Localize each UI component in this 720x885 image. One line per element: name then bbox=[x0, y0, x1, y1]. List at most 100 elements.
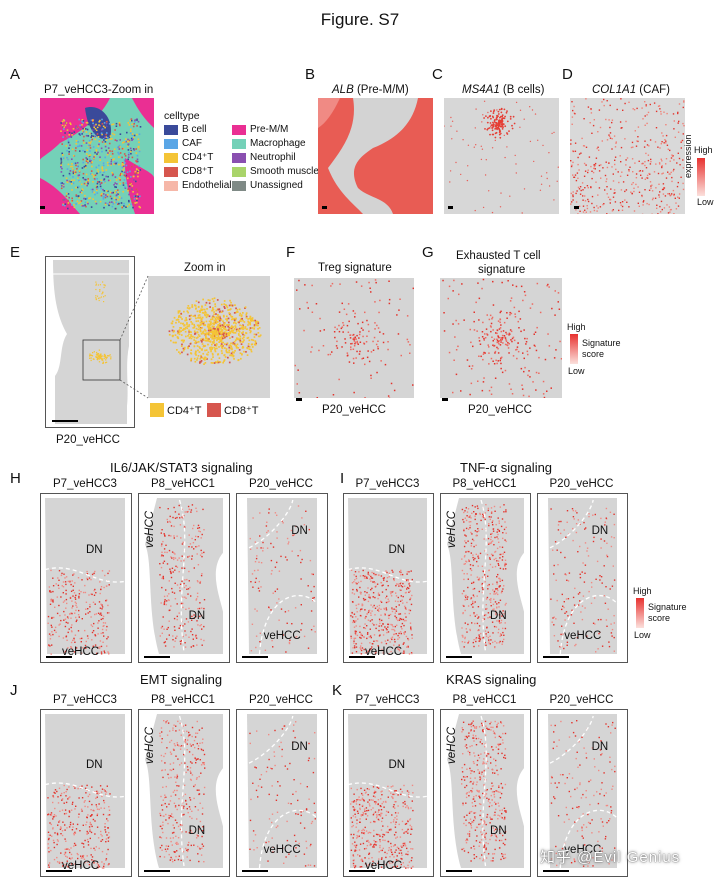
sample-label: P8_veHCC1 bbox=[452, 694, 517, 706]
legend-label: CD8⁺T bbox=[182, 166, 214, 177]
panel-d-col1a1-map bbox=[570, 98, 685, 214]
region-label-vehcc: veHCC bbox=[263, 844, 301, 856]
expression-colorbar bbox=[697, 158, 705, 196]
panel-a-title: P7_veHCC3-Zoom in bbox=[44, 84, 154, 96]
legend-swatch bbox=[164, 153, 178, 163]
region-label-dn: DN bbox=[490, 824, 507, 837]
panel-b-alb-map bbox=[318, 98, 433, 214]
region-label-vehcc: veHCC bbox=[144, 726, 156, 764]
panel-g-exhausted-map bbox=[440, 278, 562, 398]
panel-a-celltype-map bbox=[40, 98, 154, 214]
legend-label: B cell bbox=[182, 124, 207, 135]
scale-bar bbox=[52, 420, 78, 422]
signature-colorbar bbox=[636, 598, 644, 628]
panel-c-title: MS4A1 (B cells) bbox=[462, 84, 545, 96]
scale-bar bbox=[144, 870, 170, 872]
signaling-tile bbox=[537, 709, 628, 877]
legend-cd4-swatch bbox=[150, 403, 164, 417]
scale-bar bbox=[144, 656, 170, 658]
region-label-dn: DN bbox=[86, 544, 103, 557]
signaling-tile bbox=[40, 493, 132, 663]
legend-label: Unassigned bbox=[250, 180, 303, 191]
figure-title: Figure. S7 bbox=[320, 10, 400, 29]
panel-label-c: C bbox=[432, 66, 443, 83]
sample-label: P7_veHCC3 bbox=[355, 478, 420, 490]
sample-label: P8_veHCC1 bbox=[151, 694, 215, 706]
sample-label: P20_veHCC bbox=[549, 478, 614, 490]
signaling-tile bbox=[236, 709, 328, 877]
region-label-vehcc: veHCC bbox=[144, 510, 156, 548]
scale-bar bbox=[448, 206, 453, 209]
scale-bar bbox=[446, 656, 472, 658]
panel-label-d: D bbox=[562, 66, 573, 83]
legend-label: CD4⁺T bbox=[182, 152, 214, 163]
region-label-dn: DN bbox=[490, 610, 507, 623]
scale-bar bbox=[322, 206, 327, 209]
panel-e-zoom-map bbox=[148, 276, 270, 398]
sample-label: P8_veHCC1 bbox=[452, 478, 517, 490]
scale-bar bbox=[446, 870, 472, 872]
legend-swatch bbox=[164, 125, 178, 135]
panel-h-title: IL6/JAK/STAT3 signaling bbox=[110, 460, 253, 475]
signaling-tile bbox=[343, 493, 434, 663]
legend-label: Neutrophil bbox=[250, 152, 296, 163]
region-label-dn: DN bbox=[291, 740, 308, 753]
sample-label: P20_veHCC bbox=[249, 478, 313, 490]
legend-swatch bbox=[164, 139, 178, 149]
legend-label: Macrophage bbox=[250, 138, 306, 149]
colorbar-title-1: Signature bbox=[648, 602, 687, 612]
signaling-tile bbox=[537, 493, 628, 663]
panel-g-sample: P20_veHCC bbox=[468, 404, 532, 416]
region-label-dn: DN bbox=[188, 824, 206, 837]
scale-bar bbox=[442, 398, 448, 401]
legend-label: CAF bbox=[182, 138, 202, 149]
colorbar-high: High bbox=[694, 145, 713, 155]
panel-e-zoom-title: Zoom in bbox=[184, 262, 226, 274]
panel-label-h: H bbox=[10, 470, 21, 487]
legend-label: Endothelial bbox=[182, 180, 232, 191]
colorbar-low: Low bbox=[697, 197, 714, 207]
legend-swatch bbox=[164, 167, 178, 177]
panel-f-treg-map bbox=[294, 278, 414, 398]
panel-e-sample: P20_veHCC bbox=[56, 434, 120, 446]
sample-label: P20_veHCC bbox=[549, 694, 614, 706]
legend-swatch bbox=[232, 125, 246, 135]
legend-cd4-label: CD4⁺T bbox=[167, 405, 202, 417]
panel-label-k: K bbox=[332, 682, 343, 699]
panel-b-title: ALB (Pre-M/M) bbox=[332, 84, 409, 96]
region-label-vehcc: veHCC bbox=[564, 630, 602, 642]
celltype-legend-title: celltype bbox=[164, 110, 200, 122]
colorbar-title-2: score bbox=[582, 349, 605, 359]
scale-bar bbox=[40, 206, 45, 209]
panel-g-title-line2: signature bbox=[478, 264, 526, 276]
panel-label-g: G bbox=[422, 244, 434, 261]
panel-label-i: I bbox=[340, 470, 345, 487]
region-label-dn: DN bbox=[188, 610, 206, 623]
scale-bar bbox=[349, 656, 375, 658]
legend-cd8-label: CD8⁺T bbox=[224, 405, 259, 417]
region-label-dn: DN bbox=[291, 525, 308, 538]
legend-swatch bbox=[164, 181, 178, 191]
scale-bar bbox=[46, 656, 72, 658]
legend-label: Pre-M/M bbox=[250, 124, 289, 135]
panel-k-title: KRAS signaling bbox=[446, 672, 537, 687]
colorbar-high: High bbox=[567, 322, 586, 332]
scale-bar bbox=[296, 398, 302, 401]
region-label-dn: DN bbox=[86, 759, 103, 772]
colorbar-title-2: score bbox=[648, 613, 671, 623]
sample-label: P8_veHCC1 bbox=[151, 478, 215, 490]
signaling-tile bbox=[440, 493, 531, 663]
signaling-tile bbox=[236, 493, 328, 663]
scale-bar bbox=[543, 870, 569, 872]
panel-f-sample: P20_veHCC bbox=[322, 404, 386, 416]
region-label-vehcc: veHCC bbox=[365, 860, 403, 872]
panel-i-title: TNF-α signaling bbox=[460, 460, 553, 475]
region-label-vehcc: veHCC bbox=[446, 510, 458, 548]
sample-label: P7_veHCC3 bbox=[53, 694, 117, 706]
signaling-tile bbox=[138, 709, 230, 877]
sample-label: P7_veHCC3 bbox=[53, 478, 117, 490]
legend-swatch bbox=[232, 167, 246, 177]
region-label-vehcc: veHCC bbox=[446, 726, 458, 764]
legend-cd8-swatch bbox=[207, 403, 221, 417]
scale-bar bbox=[242, 656, 268, 658]
